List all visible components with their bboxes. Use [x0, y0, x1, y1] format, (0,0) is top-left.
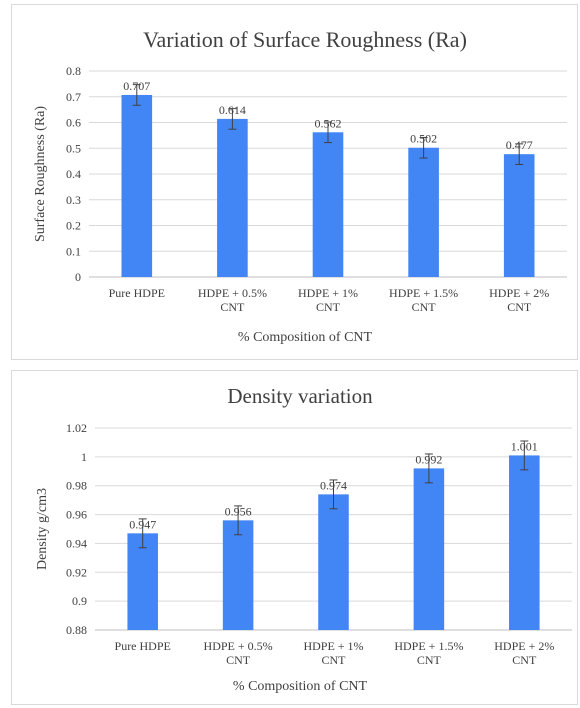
y-tick-label: 0.8: [66, 64, 81, 78]
x-tick-label: HDPE + 1%: [303, 639, 363, 653]
y-tick-label: 0.9: [72, 594, 87, 608]
y-tick-label: 0.5: [66, 141, 81, 155]
data-label: 0.477: [506, 138, 533, 152]
y-tick-label: 0.88: [66, 623, 87, 637]
roughness-chart-panel: Variation of Surface Roughness (Ra) % Co…: [11, 4, 578, 360]
bar: [413, 468, 445, 630]
x-tick-label: Pure HDPE: [109, 286, 165, 300]
chart-title: Variation of Surface Roughness (Ra): [143, 27, 467, 52]
x-tick-label: CNT: [507, 300, 532, 314]
y-tick-label: 0.94: [66, 536, 87, 550]
y-tick-label: 0.98: [66, 479, 87, 493]
x-tick-label: HDPE + 0.5%: [204, 639, 273, 653]
y-tick-label: 0.6: [66, 116, 81, 130]
data-label: 1.001: [511, 439, 538, 453]
data-label: 0.707: [123, 79, 150, 93]
x-tick-label: HDPE + 1.5%: [389, 286, 458, 300]
data-label: 0.562: [315, 116, 342, 130]
y-tick-label: 0.1: [66, 244, 81, 258]
y-axis-label: Surface Roughness (Ra): [33, 106, 48, 242]
x-tick-label: HDPE + 2%: [489, 286, 549, 300]
y-axis-label: Density g/cm3: [35, 488, 50, 570]
data-label: 0.992: [415, 452, 442, 466]
data-label: 0.974: [320, 478, 347, 492]
x-tick-label: HDPE + 1%: [298, 286, 358, 300]
bar: [127, 533, 158, 630]
bar: [503, 154, 535, 277]
y-tick-label: 1: [81, 450, 87, 464]
density-chart-panel: Density variation % Composition of CNT D…: [11, 370, 578, 705]
data-label: 0.614: [219, 103, 246, 117]
density-chart: Density variation % Composition of CNT D…: [35, 384, 572, 694]
bar: [217, 118, 248, 278]
x-tick-label: CNT: [226, 653, 251, 667]
data-label: 0.502: [410, 132, 437, 146]
bar: [121, 94, 153, 277]
x-tick-label: HDPE + 0.5%: [198, 286, 267, 300]
data-label: 0.947: [129, 517, 156, 531]
y-tick-label: 0.3: [66, 193, 81, 207]
x-tick-label: HDPE + 2%: [494, 639, 554, 653]
y-tick-label: 0.4: [66, 167, 81, 181]
y-tick-label: 1.02: [66, 421, 87, 435]
y-tick-label: 0.2: [66, 219, 81, 233]
x-tick-label: CNT: [316, 300, 341, 314]
y-tick-label: 0: [75, 270, 81, 284]
bar: [222, 520, 254, 630]
data-label: 0.956: [225, 504, 252, 518]
x-axis-label: % Composition of CNT: [238, 330, 373, 345]
x-tick-label: HDPE + 1.5%: [394, 639, 463, 653]
bar: [312, 132, 344, 277]
roughness-chart: Variation of Surface Roughness (Ra) % Co…: [33, 27, 567, 345]
bar: [509, 455, 540, 630]
x-tick-label: CNT: [220, 300, 245, 314]
y-tick-label: 0.92: [66, 565, 87, 579]
y-tick-label: 0.96: [66, 508, 87, 522]
bar: [318, 494, 349, 630]
x-tick-label: Pure HDPE: [115, 639, 171, 653]
bar: [408, 147, 439, 277]
x-tick-label: CNT: [417, 653, 442, 667]
chart-title: Density variation: [227, 384, 373, 408]
x-axis-label: % Composition of CNT: [233, 679, 368, 694]
y-tick-label: 0.7: [66, 90, 81, 104]
x-tick-label: CNT: [512, 653, 537, 667]
x-tick-label: CNT: [412, 300, 437, 314]
x-tick-label: CNT: [322, 653, 347, 667]
